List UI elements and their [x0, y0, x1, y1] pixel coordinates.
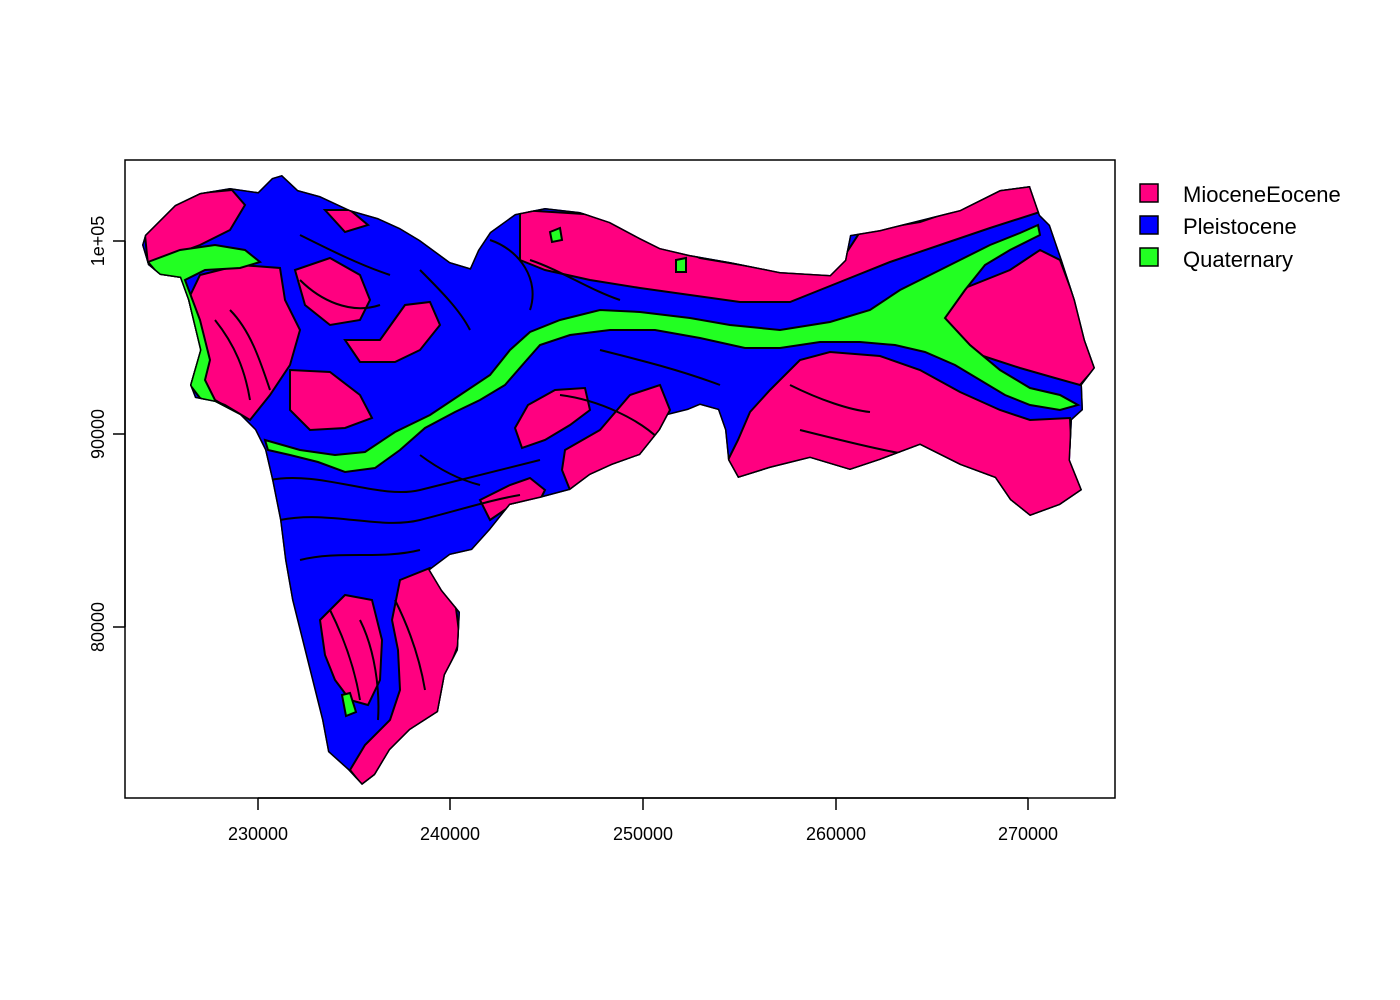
- green-patch-2: [675, 256, 687, 273]
- x-tick-label: 270000: [998, 824, 1058, 844]
- x-tick-label: 240000: [420, 824, 480, 844]
- boundary-line: [394, 599, 426, 691]
- y-tick-label: 1e+05: [88, 216, 108, 267]
- x-tick-label: 260000: [806, 824, 866, 844]
- green-patch-1: [548, 226, 564, 244]
- legend-label-pleistocene: Pleistocene: [1183, 214, 1297, 239]
- boundary-line: [299, 279, 381, 310]
- boundary-line: [229, 309, 271, 391]
- pink-polygon-w2: [289, 368, 374, 432]
- boundary-line: [489, 239, 534, 311]
- boundary-line: [529, 259, 621, 301]
- boundary-line: [599, 349, 721, 386]
- boundary-line: [359, 619, 380, 721]
- internal-boundaries: [214, 234, 911, 721]
- x-tick-label: 250000: [613, 824, 673, 844]
- legend-swatch-pleistocene: [1139, 215, 1159, 235]
- y-tick-labels: 80000 90000 1e+05: [88, 216, 108, 652]
- x-tick-labels: 230000 240000 250000 260000 270000: [228, 824, 1058, 844]
- legend-swatch-miocene-eocene: [1139, 183, 1159, 203]
- boundary-line: [789, 384, 871, 413]
- x-tick-label: 230000: [228, 824, 288, 844]
- y-axis: [113, 240, 126, 628]
- pink-polygon-south: [478, 476, 547, 522]
- pink-polygon-n2: [343, 300, 442, 363]
- boundary-line: [419, 454, 481, 486]
- y-tick-label: 90000: [88, 409, 108, 459]
- green-band-main: [263, 223, 1081, 474]
- boundary-line: [269, 459, 541, 494]
- boundary-line: [279, 494, 521, 524]
- legend: MioceneEocene Pleistocene Quaternary: [1139, 182, 1341, 272]
- y-tick-label: 80000: [88, 602, 108, 652]
- boundary-line: [299, 234, 391, 276]
- boundary-line: [299, 549, 421, 561]
- pink-polygon-top: [322, 209, 371, 234]
- legend-label-quaternary: Quaternary: [1183, 247, 1293, 272]
- pink-polygon-center: [513, 386, 592, 450]
- legend-swatch-quaternary: [1139, 247, 1159, 267]
- boundary-line: [419, 269, 471, 331]
- boundary-line: [214, 319, 251, 401]
- boundary-line: [559, 394, 661, 441]
- green-patch-3: [340, 691, 358, 718]
- x-axis: [257, 797, 1029, 810]
- legend-label-miocene-eocene: MioceneEocene: [1183, 182, 1341, 207]
- map-region: [142, 175, 1095, 785]
- boundary-line: [329, 609, 361, 701]
